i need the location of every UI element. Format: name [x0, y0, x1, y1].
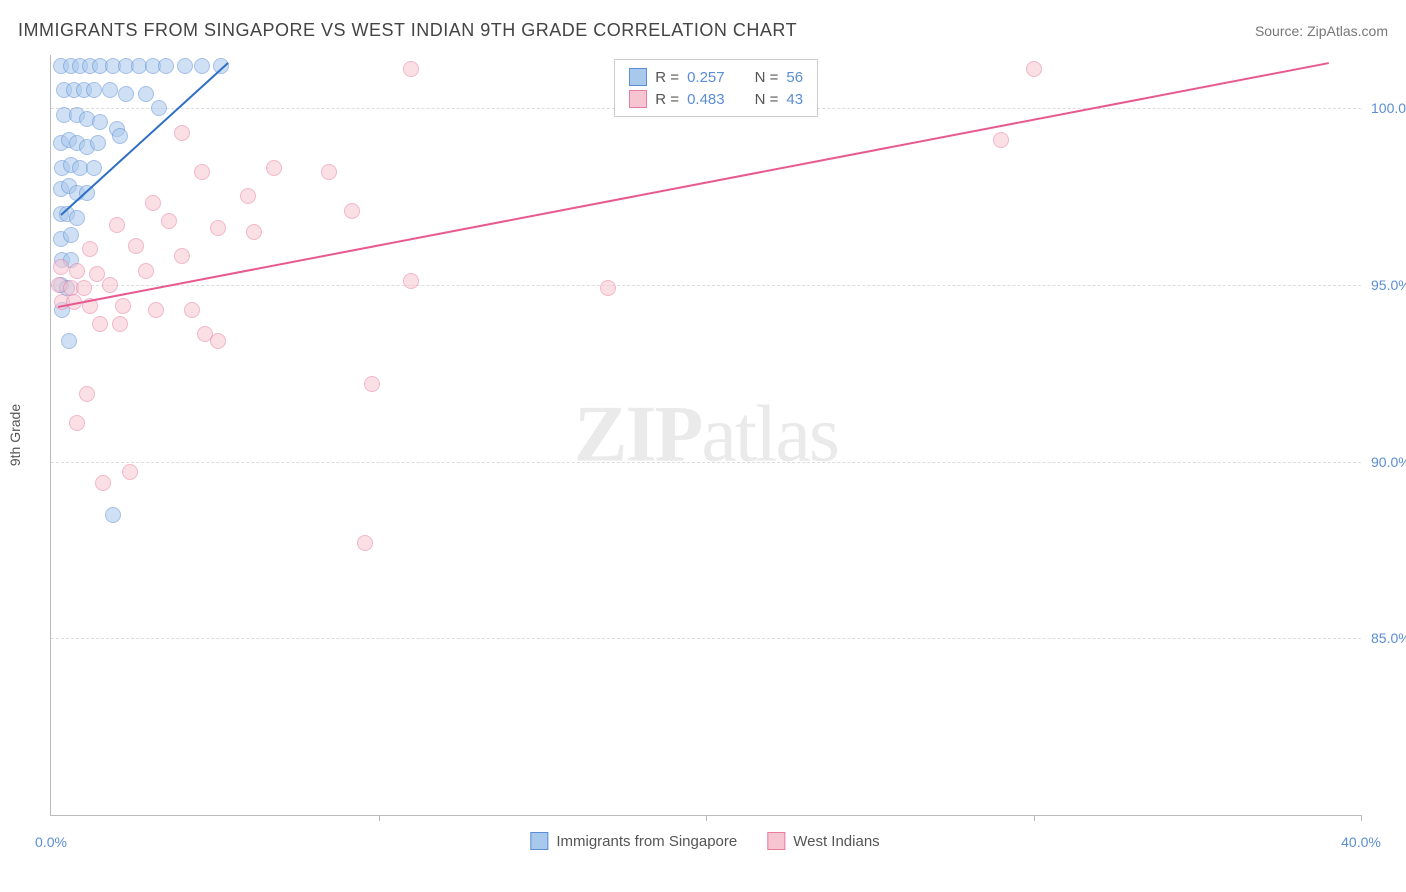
legend-r-label: R = [655, 69, 679, 86]
scatter-point [194, 164, 210, 180]
scatter-point [184, 302, 200, 318]
legend-r-value: 0.483 [687, 91, 725, 108]
scatter-point [158, 58, 174, 74]
legend-item: Immigrants from Singapore [530, 832, 737, 850]
legend-r-label: R = [655, 91, 679, 108]
scatter-point [53, 259, 69, 275]
scatter-point [148, 302, 164, 318]
x-tick-mark [379, 815, 380, 821]
scatter-point [109, 217, 125, 233]
scatter-point [92, 316, 108, 332]
scatter-point [90, 135, 106, 151]
legend-swatch [530, 832, 548, 850]
scatter-point [266, 160, 282, 176]
chart-title: IMMIGRANTS FROM SINGAPORE VS WEST INDIAN… [18, 20, 797, 41]
scatter-point [403, 273, 419, 289]
scatter-point [403, 61, 419, 77]
scatter-point [105, 507, 121, 523]
scatter-point [69, 415, 85, 431]
scatter-point [86, 160, 102, 176]
scatter-point [151, 100, 167, 116]
legend-n-value: 43 [786, 91, 803, 108]
scatter-point [112, 316, 128, 332]
scatter-point [92, 114, 108, 130]
scatter-point [174, 125, 190, 141]
scatter-point [246, 224, 262, 240]
gridline [51, 462, 1361, 463]
bottom-legend: Immigrants from Singapore West Indians [530, 832, 879, 850]
scatter-point [79, 386, 95, 402]
scatter-point [240, 188, 256, 204]
scatter-point [138, 86, 154, 102]
y-tick-label: 85.0% [1371, 630, 1406, 646]
plot-region: ZIPatlas 85.0%90.0%95.0%100.0%0.0%40.0%R… [50, 55, 1361, 816]
legend-row: R = 0.483 N = 43 [629, 88, 803, 110]
scatter-point [210, 333, 226, 349]
scatter-point [161, 213, 177, 229]
scatter-point [102, 277, 118, 293]
scatter-point [122, 464, 138, 480]
scatter-point [174, 248, 190, 264]
correlation-legend: R = 0.257 N = 56 R = 0.483 N = 43 [614, 59, 818, 117]
legend-swatch [629, 68, 647, 86]
scatter-point [63, 227, 79, 243]
scatter-point [82, 241, 98, 257]
watermark: ZIPatlas [574, 390, 838, 481]
scatter-point [1026, 61, 1042, 77]
scatter-point [112, 128, 128, 144]
scatter-point [321, 164, 337, 180]
scatter-point [600, 280, 616, 296]
scatter-point [115, 298, 131, 314]
scatter-point [76, 280, 92, 296]
scatter-point [86, 82, 102, 98]
legend-n-label: N = [755, 69, 779, 86]
legend-n-label: N = [755, 91, 779, 108]
scatter-point [69, 210, 85, 226]
gridline [51, 638, 1361, 639]
scatter-point [118, 86, 134, 102]
scatter-point [364, 376, 380, 392]
legend-row: R = 0.257 N = 56 [629, 66, 803, 88]
legend-label: West Indians [793, 833, 879, 850]
x-tick-mark [1034, 815, 1035, 821]
scatter-point [210, 220, 226, 236]
scatter-point [61, 333, 77, 349]
scatter-point [344, 203, 360, 219]
scatter-point [993, 132, 1009, 148]
legend-r-value: 0.257 [687, 69, 725, 86]
chart-source: Source: ZipAtlas.com [1255, 23, 1388, 39]
x-tick-mark [1361, 815, 1362, 821]
scatter-point [138, 263, 154, 279]
legend-item: West Indians [767, 832, 879, 850]
legend-swatch [629, 90, 647, 108]
scatter-point [69, 263, 85, 279]
scatter-point [357, 535, 373, 551]
scatter-point [102, 82, 118, 98]
scatter-point [194, 58, 210, 74]
scatter-point [128, 238, 144, 254]
x-tick-mark [706, 815, 707, 821]
y-axis-label: 9th Grade [7, 404, 23, 466]
chart-area: 9th Grade ZIPatlas 85.0%90.0%95.0%100.0%… [50, 55, 1360, 815]
legend-label: Immigrants from Singapore [556, 833, 737, 850]
y-tick-label: 100.0% [1371, 100, 1406, 116]
y-tick-label: 90.0% [1371, 454, 1406, 470]
x-tick-label: 40.0% [1341, 834, 1381, 850]
legend-n-value: 56 [786, 69, 803, 86]
legend-swatch [767, 832, 785, 850]
y-tick-label: 95.0% [1371, 277, 1406, 293]
scatter-point [95, 475, 111, 491]
scatter-point [177, 58, 193, 74]
scatter-point [145, 195, 161, 211]
gridline [51, 285, 1361, 286]
x-tick-label: 0.0% [35, 834, 67, 850]
